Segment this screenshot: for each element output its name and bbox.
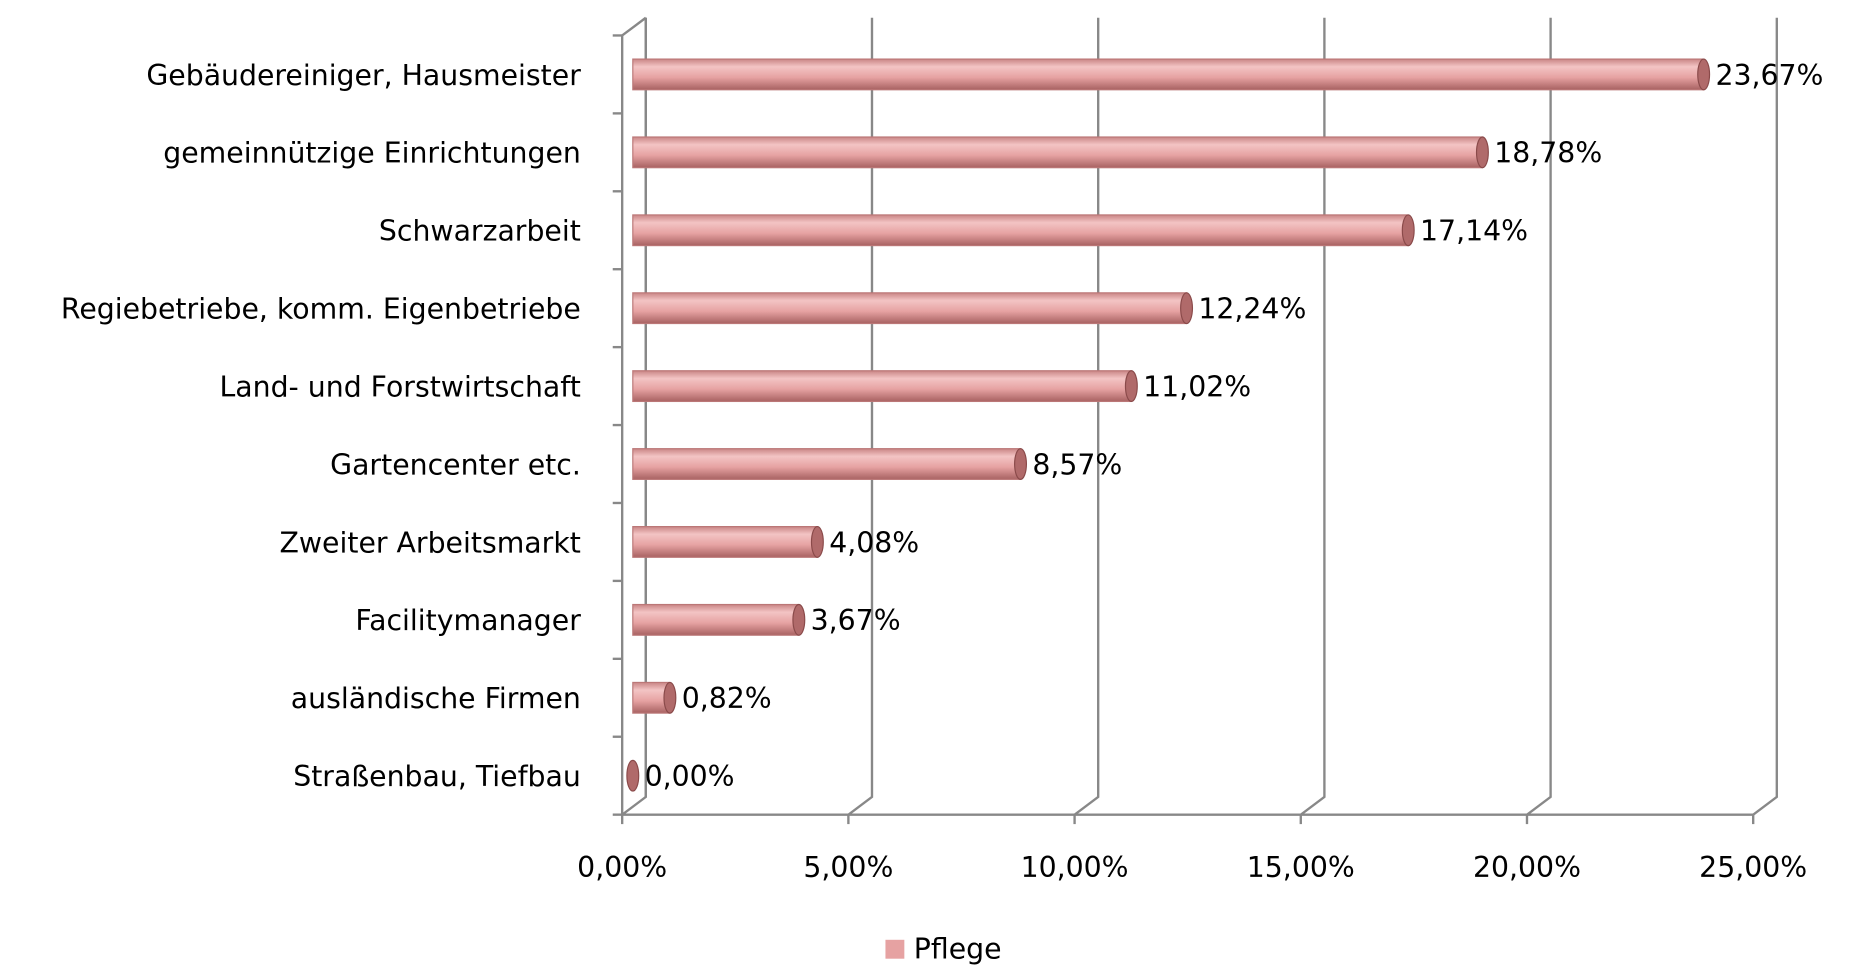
bar-group [632,681,677,714]
bar-cap [1124,370,1138,403]
x-tick-label: 15,00% [1247,851,1355,884]
grid-line [1300,17,1326,816]
bar-group [632,448,1028,480]
grid-line [1752,17,1778,816]
data-label: 0,82% [682,682,772,715]
bar-group [632,214,1415,247]
bar-cap [626,759,640,792]
data-label: 17,14% [1420,215,1528,248]
bar-group [632,136,1489,169]
bar [632,448,1022,480]
x-tick-label: 0,00% [577,851,667,884]
y-tick-label: Regiebetriebe, komm. Eigenbetriebe [61,293,581,326]
bar [632,603,800,636]
bar-group [632,292,1194,325]
bar-group [632,526,824,558]
y-tick-label: Straßenbau, Tiefbau [293,760,581,793]
data-label: 23,67% [1715,59,1823,92]
x-tick-label: 10,00% [1021,851,1129,884]
bar-cap [1014,448,1028,480]
y-tick-label: Facilitymanager [355,604,581,637]
bar [632,58,1705,91]
bar-cap [1697,58,1711,91]
data-label: 0,00% [645,760,735,793]
x-tick-label: 25,00% [1699,851,1807,884]
bar [632,526,818,558]
bar [632,214,1409,247]
data-label: 3,67% [811,604,901,637]
bar-group [632,603,806,636]
data-label: 12,24% [1198,293,1306,326]
bar-cap [1475,136,1489,169]
x-tick-label: 5,00% [803,851,893,884]
bar-cap [810,526,824,558]
grid-line [1526,17,1552,816]
legend-swatch [885,939,905,959]
grid-line [621,17,647,816]
bar-group [626,759,640,792]
bar-cap [1180,292,1194,325]
y-tick-label: Gebäudereiniger, Hausmeister [146,59,581,92]
y-tick-label: Schwarzarbeit [379,215,581,248]
bar [632,136,1484,169]
y-tick-label: ausländische Firmen [291,682,581,715]
y-tick-label: Land- und Forstwirtschaft [219,370,580,403]
data-label: 4,08% [829,526,919,559]
bar [632,370,1132,403]
grid-line [1073,17,1100,816]
bar-cap [1401,214,1415,247]
legend: Pflege [885,932,1002,965]
legend-label: Pflege [914,932,1002,965]
bar-cap [663,681,677,714]
y-tick-label: gemeinnützige Einrichtungen [163,137,581,170]
y-tick-label: Gartencenter etc. [330,448,581,481]
y-tick-label: Zweiter Arbeitsmarkt [279,526,580,559]
bar-group [632,58,1711,91]
bar [632,292,1188,325]
data-label: 18,78% [1494,137,1602,170]
grid-line [847,17,874,816]
data-label: 8,57% [1032,448,1122,481]
x-tick-label: 20,00% [1473,851,1581,884]
category-ticks [612,34,623,816]
bar-cap [792,603,806,636]
bar-group [632,370,1138,403]
data-label: 11,02% [1143,370,1251,403]
